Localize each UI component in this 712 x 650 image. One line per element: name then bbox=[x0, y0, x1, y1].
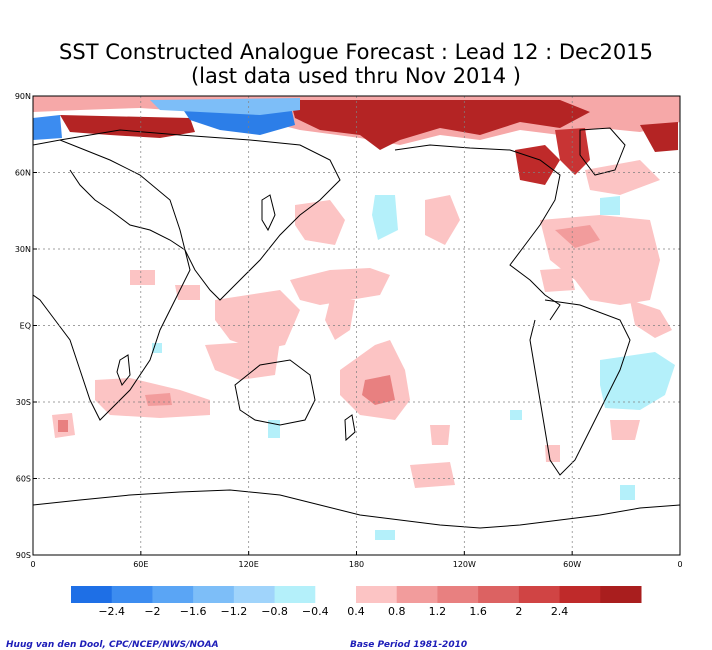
tropical-atlantic-warm-core bbox=[555, 225, 600, 248]
colorbar-label: 0.8 bbox=[387, 605, 406, 618]
north-atlantic-warm-light bbox=[585, 160, 660, 195]
colorbar-label: −2 bbox=[144, 605, 161, 618]
coast-australia bbox=[234, 359, 316, 426]
arctic-warm-dark bbox=[290, 100, 590, 150]
indonesia-warm bbox=[205, 340, 280, 380]
coast-madagascar bbox=[116, 354, 131, 386]
south-indian-warm-core bbox=[145, 393, 172, 406]
maritime-continent-warm bbox=[215, 290, 300, 350]
colorbar-swatch bbox=[71, 586, 113, 603]
central-pacific-warm bbox=[290, 268, 390, 305]
coast-south-america bbox=[529, 299, 631, 476]
coast-africa bbox=[33, 139, 191, 421]
southern-ocean-cold-3 bbox=[510, 410, 522, 420]
coast-japan bbox=[261, 194, 276, 232]
colorbar-label: 0.4 bbox=[347, 605, 365, 618]
north-pacific-warm-small bbox=[130, 270, 155, 285]
coast-greenland bbox=[579, 127, 626, 176]
colorbar-label: −0.8 bbox=[261, 605, 288, 618]
south-ocean-warm-2 bbox=[430, 425, 450, 445]
colorbar-swatch bbox=[152, 586, 194, 603]
coast-antarctica bbox=[33, 489, 680, 529]
southern-ocean-cold-2 bbox=[375, 530, 395, 540]
southern-ocean-cold-1 bbox=[620, 485, 635, 500]
colorbar-swatch bbox=[233, 586, 276, 603]
arabian-warm bbox=[175, 285, 200, 300]
lon-tick-label: 60E bbox=[133, 560, 148, 569]
colorbar-swatch bbox=[478, 586, 520, 603]
north-pacific-warm bbox=[295, 200, 345, 245]
lat-tick-label: 30N bbox=[15, 245, 31, 254]
map-title-line2: (last data used thru Nov 2014 ) bbox=[190, 64, 522, 88]
south-ocean-warm-3 bbox=[610, 420, 640, 440]
coast-new-zealand bbox=[344, 414, 356, 442]
lat-tick-label: 90N bbox=[15, 92, 31, 101]
colorbar-label: −0.4 bbox=[301, 605, 329, 618]
equatorial-atlantic-warm bbox=[630, 300, 672, 338]
lat-tick-label: 60N bbox=[15, 169, 31, 178]
lat-tick-label: 60S bbox=[16, 475, 31, 484]
colorbar-label: 1.2 bbox=[428, 605, 447, 618]
coastlines bbox=[33, 127, 680, 529]
longitude-axis: 0 60E 120E 180 120W 60W 0 bbox=[30, 551, 683, 569]
coast-eurasia bbox=[59, 129, 341, 301]
colorbar-swatch bbox=[193, 586, 235, 603]
lat-tick-label: 30S bbox=[16, 398, 31, 407]
colorbar-label: −1.6 bbox=[179, 605, 207, 618]
arctic-warm-dark-east bbox=[640, 122, 678, 152]
south-ocean-warm-1 bbox=[410, 462, 455, 488]
arctic-cold-light bbox=[150, 98, 300, 115]
south-atlantic-cold bbox=[600, 352, 675, 410]
lon-tick-label: 60W bbox=[563, 560, 581, 569]
south-pacific-warm-core bbox=[362, 375, 395, 405]
colorbar-label: −2.4 bbox=[98, 605, 126, 618]
lat-tick-label: EQ bbox=[20, 322, 31, 331]
colorbar bbox=[71, 586, 642, 603]
colorbar-label: −1.2 bbox=[220, 605, 248, 618]
colorbar-swatch bbox=[111, 586, 153, 603]
north-pacific-cold bbox=[372, 195, 398, 240]
footer-credit: Huug van den Dool, CPC/NCEP/NWS/NOAA bbox=[6, 640, 219, 650]
lon-tick-label: 120E bbox=[239, 560, 259, 569]
arctic-warm-dark-west bbox=[60, 115, 195, 138]
colorbar-swatch bbox=[518, 586, 561, 603]
south-ocean-warm-4 bbox=[545, 445, 560, 462]
colorbar-swatch bbox=[559, 586, 601, 603]
colorbar-label: 2.4 bbox=[550, 605, 569, 618]
gridlines bbox=[33, 96, 680, 555]
colorbar-swatch bbox=[437, 586, 479, 603]
colorbar-swatch bbox=[600, 586, 642, 603]
colorbar-label: 2 bbox=[515, 605, 523, 618]
equatorial-pacific-warm bbox=[325, 300, 355, 340]
map-field bbox=[33, 96, 680, 555]
gulf-warm bbox=[540, 268, 575, 292]
arctic-cold-west bbox=[33, 115, 62, 140]
latitude-axis: 90N 60N 30N EQ 30S 60S 90S bbox=[15, 92, 37, 560]
lon-tick-label: 0 bbox=[677, 560, 682, 569]
colorbar-label: 1.6 bbox=[469, 605, 487, 618]
colorbar-swatch bbox=[315, 586, 357, 603]
north-atlantic-cold bbox=[600, 196, 620, 215]
south-atlantic-warm-west-core bbox=[58, 420, 68, 432]
coast-north-america bbox=[394, 144, 561, 321]
map-title-line1: SST Constructed Analogue Forecast : Lead… bbox=[59, 40, 653, 64]
colorbar-swatch bbox=[274, 586, 316, 603]
colorbar-swatch bbox=[396, 586, 438, 603]
lon-tick-label: 0 bbox=[30, 560, 35, 569]
colorbar-swatch bbox=[356, 586, 398, 603]
lat-tick-label: 90S bbox=[16, 551, 31, 560]
lon-tick-label: 120W bbox=[453, 560, 476, 569]
footer-base-period: Base Period 1981-2010 bbox=[350, 640, 468, 650]
east-pacific-warm bbox=[425, 195, 460, 245]
lon-tick-label: 180 bbox=[349, 560, 364, 569]
